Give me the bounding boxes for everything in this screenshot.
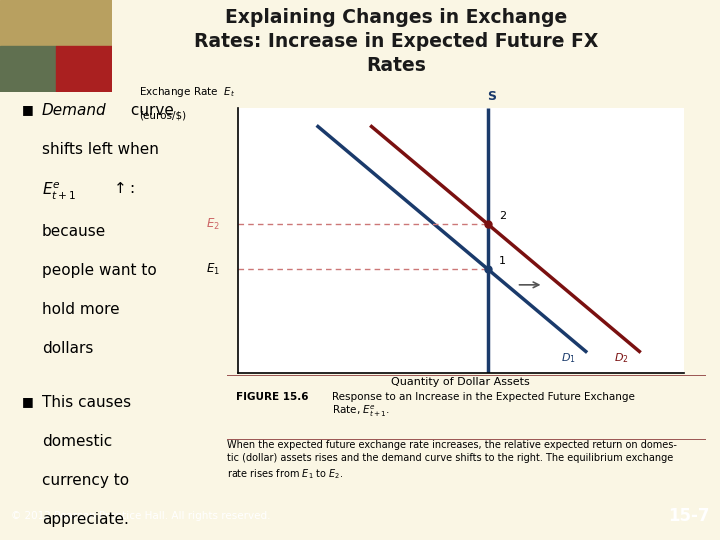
X-axis label: Quantity of Dollar Assets: Quantity of Dollar Assets <box>392 377 530 387</box>
Text: $E_2$: $E_2$ <box>206 217 220 232</box>
Text: appreciate.: appreciate. <box>42 512 129 526</box>
Bar <box>0 46 56 92</box>
Bar <box>56 46 112 92</box>
Text: 15-7: 15-7 <box>667 507 709 525</box>
Text: (euros/$): (euros/$) <box>140 111 186 121</box>
Text: $E_1$: $E_1$ <box>206 261 220 276</box>
Text: $\uparrow$:: $\uparrow$: <box>107 181 135 196</box>
Text: shifts left when: shifts left when <box>42 143 158 157</box>
Text: Exchange Rate  $E_t$: Exchange Rate $E_t$ <box>140 85 235 99</box>
Text: FIGURE 15.6: FIGURE 15.6 <box>236 392 309 402</box>
Text: dollars: dollars <box>42 341 93 356</box>
Text: ■: ■ <box>22 395 33 408</box>
Text: $D_2$: $D_2$ <box>614 351 629 364</box>
Text: hold more: hold more <box>42 302 120 317</box>
Text: curve: curve <box>127 104 174 118</box>
Text: people want to: people want to <box>42 263 156 278</box>
Bar <box>0 0 112 46</box>
Text: This causes: This causes <box>42 395 131 410</box>
Text: $D_1$: $D_1$ <box>561 351 575 364</box>
Text: 2: 2 <box>499 211 506 221</box>
Text: $E^{e}_{t+1}$: $E^{e}_{t+1}$ <box>42 181 76 202</box>
Text: because: because <box>42 224 106 239</box>
Text: ■: ■ <box>22 104 33 117</box>
Text: Response to an Increase in the Expected Future Exchange
Rate, $E^e_{t+1}$.: Response to an Increase in the Expected … <box>332 392 635 419</box>
Text: currency to: currency to <box>42 473 129 488</box>
Text: S: S <box>487 90 497 103</box>
Text: domestic: domestic <box>42 434 112 449</box>
Text: Explaining Changes in Exchange
Rates: Increase in Expected Future FX
Rates: Explaining Changes in Exchange Rates: In… <box>194 8 598 75</box>
Text: 1: 1 <box>499 256 505 266</box>
Text: Demand: Demand <box>42 104 107 118</box>
Text: © 2012 Pearson Prentice Hall. All rights reserved.: © 2012 Pearson Prentice Hall. All rights… <box>11 511 270 521</box>
Text: When the expected future exchange rate increases, the relative expected return o: When the expected future exchange rate i… <box>227 440 677 481</box>
